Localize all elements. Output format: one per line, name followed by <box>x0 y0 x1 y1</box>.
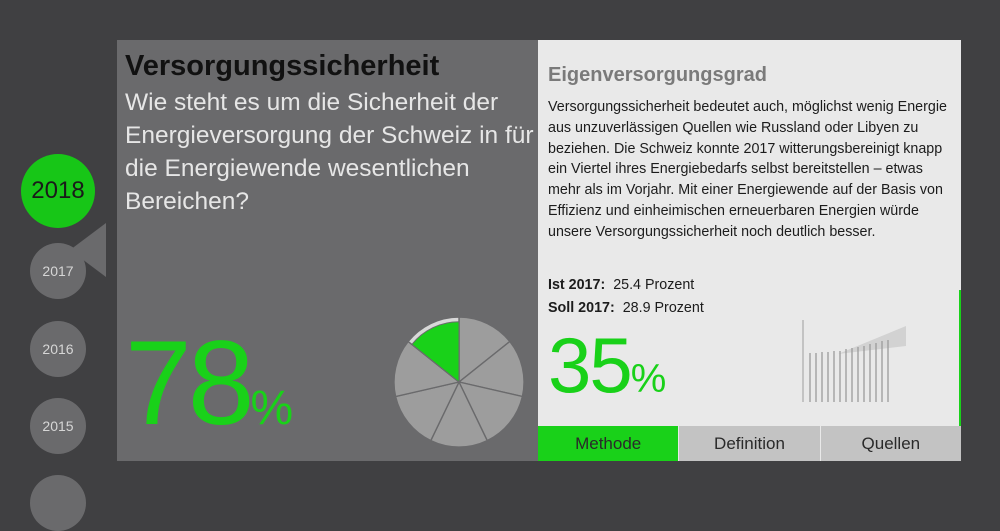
year-2016-button[interactable]: 2016 <box>30 321 86 377</box>
year-label: 2016 <box>42 341 74 357</box>
detail-title: Eigenversorgungsgrad <box>548 64 767 86</box>
pie-sector <box>393 340 461 398</box>
year-label: 2015 <box>42 418 74 434</box>
pie-sector <box>429 380 489 448</box>
page-title: Versorgungssicherheit <box>125 50 440 82</box>
trend-mini-chart <box>802 320 906 402</box>
year-label: 2018 <box>31 177 85 204</box>
indicator-unit: % <box>630 357 667 401</box>
score-value: 78 <box>125 316 254 450</box>
pie-sector <box>394 380 461 442</box>
pie-sector <box>457 340 525 398</box>
selection-pointer <box>70 223 106 277</box>
target-band <box>838 326 906 354</box>
pie-sector-active <box>411 321 460 384</box>
ist-value: 25.4 Prozent <box>613 277 695 293</box>
soll-value: 28.9 Prozent <box>622 300 704 316</box>
year-2018-button[interactable]: 2018 <box>21 154 95 228</box>
indicator-value: 35 <box>548 321 633 409</box>
tab-quellen[interactable]: Quellen <box>819 426 961 461</box>
detail-tabs: Methode Definition Quellen <box>538 426 961 461</box>
soll-label: Soll 2017: <box>548 300 615 316</box>
ist-label: Ist 2017: <box>548 277 606 293</box>
pie-sector <box>458 316 511 384</box>
year-2015-button[interactable]: 2015 <box>30 398 86 454</box>
year-next-button[interactable] <box>30 475 86 531</box>
detail-panel: Eigenversorgungsgrad Versorgungssicherhe… <box>538 40 961 461</box>
score-unit: % <box>250 382 294 435</box>
overview-panel: Versorgungssicherheit Wie steht es um di… <box>117 40 538 461</box>
ist-stat: Ist 2017: 25.4 Prozent <box>548 277 694 293</box>
pie-sectors <box>393 316 525 448</box>
indicator-pie-chart[interactable] <box>389 312 529 452</box>
tab-definition[interactable]: Definition <box>678 426 820 461</box>
pie-sector <box>457 380 524 442</box>
soll-stat: Soll 2017: 28.9 Prozent <box>548 300 704 316</box>
year-label: 2017 <box>42 263 74 279</box>
question-text: Wie steht es um die Sicherheit der Energ… <box>125 89 534 215</box>
trend-bars <box>809 340 889 402</box>
score-percentage: 78% <box>125 314 293 452</box>
detail-description: Versorgungssicherheit bedeutet auch, mög… <box>548 99 947 240</box>
tab-methode[interactable]: Methode <box>538 426 679 461</box>
accent-edge-line <box>959 290 961 431</box>
indicator-percentage: 35% <box>548 320 666 411</box>
